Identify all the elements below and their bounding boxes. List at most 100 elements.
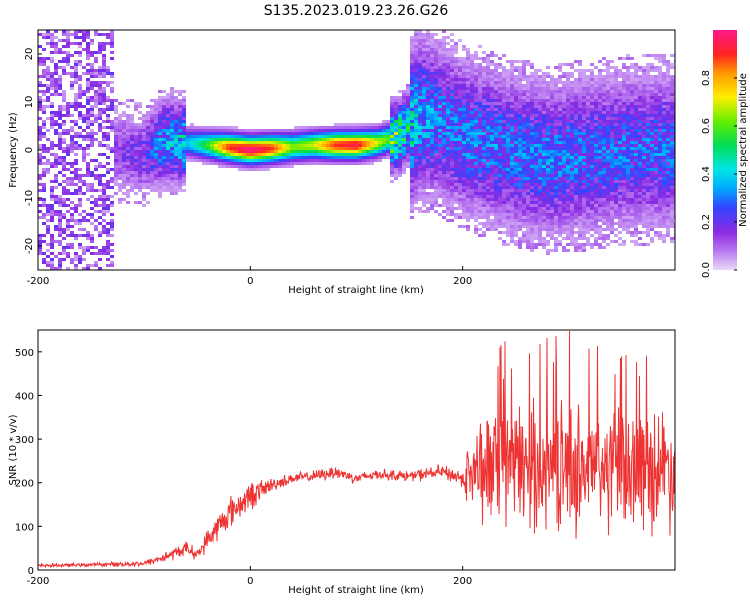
- heatmap-cell: [110, 99, 114, 102]
- heatmap-cell: [514, 135, 518, 138]
- heatmap-cell: [426, 66, 430, 69]
- heatmap-cell: [434, 174, 438, 177]
- heatmap-cell: [482, 195, 486, 198]
- heatmap-cell: [502, 189, 506, 192]
- heatmap-cell: [462, 66, 466, 69]
- heatmap-cell: [430, 183, 434, 186]
- heatmap-cell: [306, 129, 310, 132]
- heatmap-cell: [578, 213, 582, 216]
- heatmap-cell: [442, 96, 446, 99]
- heatmap-cell: [274, 162, 278, 165]
- heatmap-cell: [162, 165, 166, 168]
- heatmap-cell: [106, 72, 110, 75]
- heatmap-cell: [506, 183, 510, 186]
- heatmap-cell: [450, 93, 454, 96]
- heatmap-cell: [510, 123, 514, 126]
- heatmap-cell: [478, 84, 482, 87]
- heatmap-cell: [586, 207, 590, 210]
- heatmap-cell: [134, 126, 138, 129]
- heatmap-cell: [130, 150, 134, 153]
- heatmap-cell: [462, 99, 466, 102]
- heatmap-cell: [434, 33, 438, 36]
- heatmap-cell: [518, 159, 522, 162]
- heatmap-cell: [554, 156, 558, 159]
- heatmap-cell: [54, 174, 58, 177]
- heatmap-cell: [90, 51, 94, 54]
- heatmap-cell: [490, 144, 494, 147]
- heatmap-cell: [330, 153, 334, 156]
- heatmap-cell: [534, 183, 538, 186]
- heatmap-cell: [398, 141, 402, 144]
- heatmap-cell: [266, 150, 270, 153]
- heatmap-cell: [134, 186, 138, 189]
- heatmap-cell: [70, 33, 74, 36]
- heatmap-cell: [234, 165, 238, 168]
- heatmap-cell: [578, 120, 582, 123]
- heatmap-cell: [194, 126, 198, 129]
- heatmap-cell: [466, 165, 470, 168]
- heatmap-cell: [430, 162, 434, 165]
- heatmap-cell: [382, 144, 386, 147]
- heatmap-cell: [246, 162, 250, 165]
- heatmap-cell: [426, 75, 430, 78]
- heatmap-cell: [418, 138, 422, 141]
- heatmap-cell: [446, 63, 450, 66]
- heatmap-cell: [446, 174, 450, 177]
- heatmap-cell: [486, 192, 490, 195]
- heatmap-cell: [294, 156, 298, 159]
- heatmap-cell: [206, 150, 210, 153]
- heatmap-cell: [542, 195, 546, 198]
- heatmap-cell: [514, 147, 518, 150]
- heatmap-cell: [562, 249, 566, 252]
- heatmap-cell: [466, 120, 470, 123]
- heatmap-cell: [558, 126, 562, 129]
- heatmap-cell: [454, 171, 458, 174]
- heatmap-cell: [286, 144, 290, 147]
- heatmap-cell: [166, 135, 170, 138]
- heatmap-cell: [102, 126, 106, 129]
- heatmap-cell: [98, 93, 102, 96]
- heatmap-cell: [594, 225, 598, 228]
- heatmap-cell: [542, 222, 546, 225]
- heatmap-cell: [570, 165, 574, 168]
- heatmap-cell: [406, 138, 410, 141]
- heatmap-cell: [258, 159, 262, 162]
- heatmap-cell: [570, 240, 574, 243]
- heatmap-cell: [526, 225, 530, 228]
- heatmap-cell: [474, 123, 478, 126]
- heatmap-cell: [590, 141, 594, 144]
- heatmap-cell: [90, 108, 94, 111]
- heatmap-cell: [470, 156, 474, 159]
- heatmap-cell: [90, 42, 94, 45]
- heatmap-cell: [482, 177, 486, 180]
- heatmap-cell: [114, 147, 118, 150]
- heatmap-cell: [226, 132, 230, 135]
- heatmap-cell: [570, 135, 574, 138]
- heatmap-cell: [170, 141, 174, 144]
- heatmap-cell: [470, 57, 474, 60]
- heatmap-cell: [358, 132, 362, 135]
- heatmap-cell: [222, 159, 226, 162]
- heatmap-cell: [342, 147, 346, 150]
- heatmap-cell: [482, 96, 486, 99]
- heatmap-cell: [442, 174, 446, 177]
- heatmap-cell: [390, 147, 394, 150]
- heatmap-cell: [322, 147, 326, 150]
- heatmap-cell: [534, 75, 538, 78]
- heatmap-cell: [258, 135, 262, 138]
- heatmap-cell: [46, 210, 50, 213]
- heatmap-cell: [546, 150, 550, 153]
- heatmap-cell: [566, 123, 570, 126]
- heatmap-cell: [546, 192, 550, 195]
- heatmap-cell: [102, 108, 106, 111]
- heatmap-cell: [566, 198, 570, 201]
- heatmap-cell: [550, 129, 554, 132]
- heatmap-cell: [530, 117, 534, 120]
- heatmap-cell: [94, 219, 98, 222]
- heatmap-cell: [178, 174, 182, 177]
- heatmap-cell: [98, 165, 102, 168]
- heatmap-cell: [442, 123, 446, 126]
- heatmap-cell: [450, 156, 454, 159]
- heatmap-cell: [502, 219, 506, 222]
- heatmap-cell: [102, 252, 106, 255]
